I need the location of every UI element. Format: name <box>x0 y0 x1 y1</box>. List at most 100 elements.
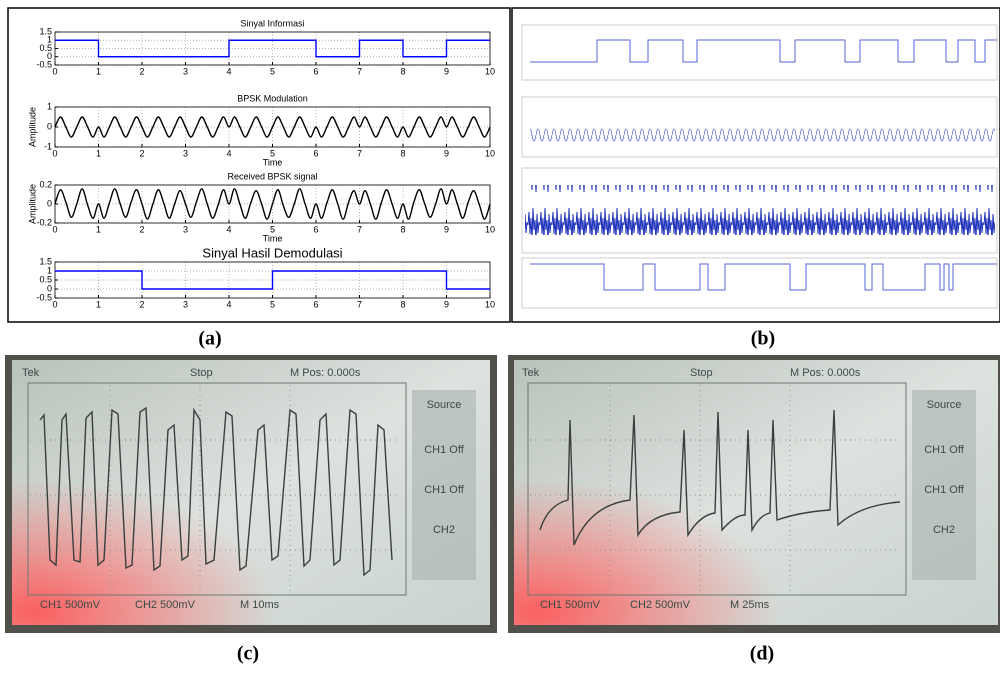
graticule <box>27 382 407 596</box>
x-tick-label: 9 <box>444 148 449 158</box>
chart-title: BPSK Modulation <box>237 93 308 103</box>
trace <box>539 409 901 546</box>
x-tick-label: 2 <box>139 224 144 234</box>
chart-title: Received BPSK signal <box>227 171 317 181</box>
x-tick-label: 1 <box>96 148 101 158</box>
x-tick-label: 1 <box>96 224 101 234</box>
menu-item: CH1 Off <box>924 444 964 456</box>
status: Stop <box>190 367 213 379</box>
y-tick-label: 1 <box>47 265 52 275</box>
caption: (c) <box>237 643 259 665</box>
y-tick-label: 0 <box>47 51 52 61</box>
y-tick-label: -0.5 <box>36 59 52 69</box>
ch2: CH2 500mV <box>135 599 196 611</box>
x-tick-label: 0 <box>52 299 57 309</box>
glare <box>12 360 490 625</box>
menu-item: CH2 <box>433 524 455 536</box>
brand: Tek <box>22 367 40 379</box>
brand: Tek <box>522 367 540 379</box>
series-line <box>54 188 491 220</box>
series-line <box>55 270 490 290</box>
x-tick-label: 3 <box>183 299 188 309</box>
x-tick-label: 1 <box>96 66 101 76</box>
y-axis-label: Amplitude <box>27 107 37 147</box>
position: M Pos: 0.000s <box>790 367 861 379</box>
x-tick-label: 6 <box>313 66 318 76</box>
y-tick-label: 1 <box>47 35 52 45</box>
x-tick-label: 0 <box>52 66 57 76</box>
waveform <box>530 39 997 63</box>
x-tick-label: 3 <box>183 224 188 234</box>
x-tick-label: 0 <box>52 224 57 234</box>
x-tick-label: 8 <box>400 66 405 76</box>
y-tick-label: 0.5 <box>39 274 52 284</box>
x-tick-label: 10 <box>485 148 495 158</box>
status: Stop <box>690 367 713 379</box>
x-tick-label: 6 <box>313 224 318 234</box>
timebase: M 25ms <box>730 599 770 611</box>
ch1: CH1 500mV <box>540 599 601 611</box>
x-tick-label: 4 <box>226 148 231 158</box>
x-tick-label: 10 <box>485 299 495 309</box>
x-tick-label: 10 <box>485 224 495 234</box>
y-tick-label: -0.2 <box>36 217 52 227</box>
waveform <box>530 112 995 142</box>
x-tick-label: 8 <box>400 299 405 309</box>
caption: (b) <box>751 328 775 350</box>
y-tick-label: 1.5 <box>39 256 52 266</box>
menu-item: CH1 Off <box>924 484 964 496</box>
x-tick-label: 5 <box>270 66 275 76</box>
x-tick-label: 0 <box>52 148 57 158</box>
x-tick-label: 4 <box>226 66 231 76</box>
x-tick-label: 3 <box>183 148 188 158</box>
plot-frame <box>54 261 491 299</box>
y-tick-label: 0.2 <box>39 179 52 189</box>
strip <box>521 167 998 254</box>
x-tick-label: 7 <box>357 224 362 234</box>
x-tick-label: 6 <box>313 299 318 309</box>
menu-item: Source <box>927 399 962 411</box>
x-tick-label: 2 <box>139 148 144 158</box>
menu <box>412 390 476 580</box>
y-tick-label: 0 <box>47 283 52 293</box>
timebase: M 10ms <box>240 599 280 611</box>
y-tick-label: 1 <box>47 101 52 111</box>
x-tick-label: 8 <box>400 224 405 234</box>
x-tick-label: 5 <box>270 148 275 158</box>
x-tick-label: 7 <box>357 299 362 309</box>
y-tick-label: 0 <box>47 198 52 208</box>
x-tick-label: 7 <box>357 148 362 158</box>
x-tick-label: 6 <box>313 148 318 158</box>
menu <box>912 390 976 580</box>
x-tick-label: 4 <box>226 224 231 234</box>
y-tick-label: -0.5 <box>36 292 52 302</box>
series-line <box>55 39 490 58</box>
trace <box>39 406 393 577</box>
y-tick-label: -1 <box>44 141 52 151</box>
x-tick-label: 3 <box>183 66 188 76</box>
x-tick-label: 9 <box>444 66 449 76</box>
plot-frame <box>54 31 491 66</box>
caption: (a) <box>198 328 221 350</box>
x-axis-label: Time <box>263 233 283 243</box>
ch1: CH1 500mV <box>40 599 101 611</box>
caption: (d) <box>750 643 774 665</box>
menu-item: CH1 Off <box>424 444 464 456</box>
x-tick-label: 8 <box>400 148 405 158</box>
x-tick-label: 2 <box>139 299 144 309</box>
strip <box>521 96 998 158</box>
y-axis-label: Amplitude <box>27 184 37 224</box>
x-tick-label: 7 <box>357 66 362 76</box>
x-tick-label: 5 <box>270 299 275 309</box>
x-tick-label: 1 <box>96 299 101 309</box>
menu-item: CH2 <box>933 524 955 536</box>
ch2: CH2 500mV <box>630 599 691 611</box>
x-tick-label: 9 <box>444 299 449 309</box>
x-tick-label: 5 <box>270 224 275 234</box>
y-tick-label: 0 <box>47 121 52 131</box>
x-tick-label: 4 <box>226 299 231 309</box>
panel-c: Tek Stop M Pos: 0.000s Source CH1 Off CH… <box>5 355 497 633</box>
x-tick-label: 10 <box>485 66 495 76</box>
chart-title: Sinyal Informasi <box>240 18 304 28</box>
